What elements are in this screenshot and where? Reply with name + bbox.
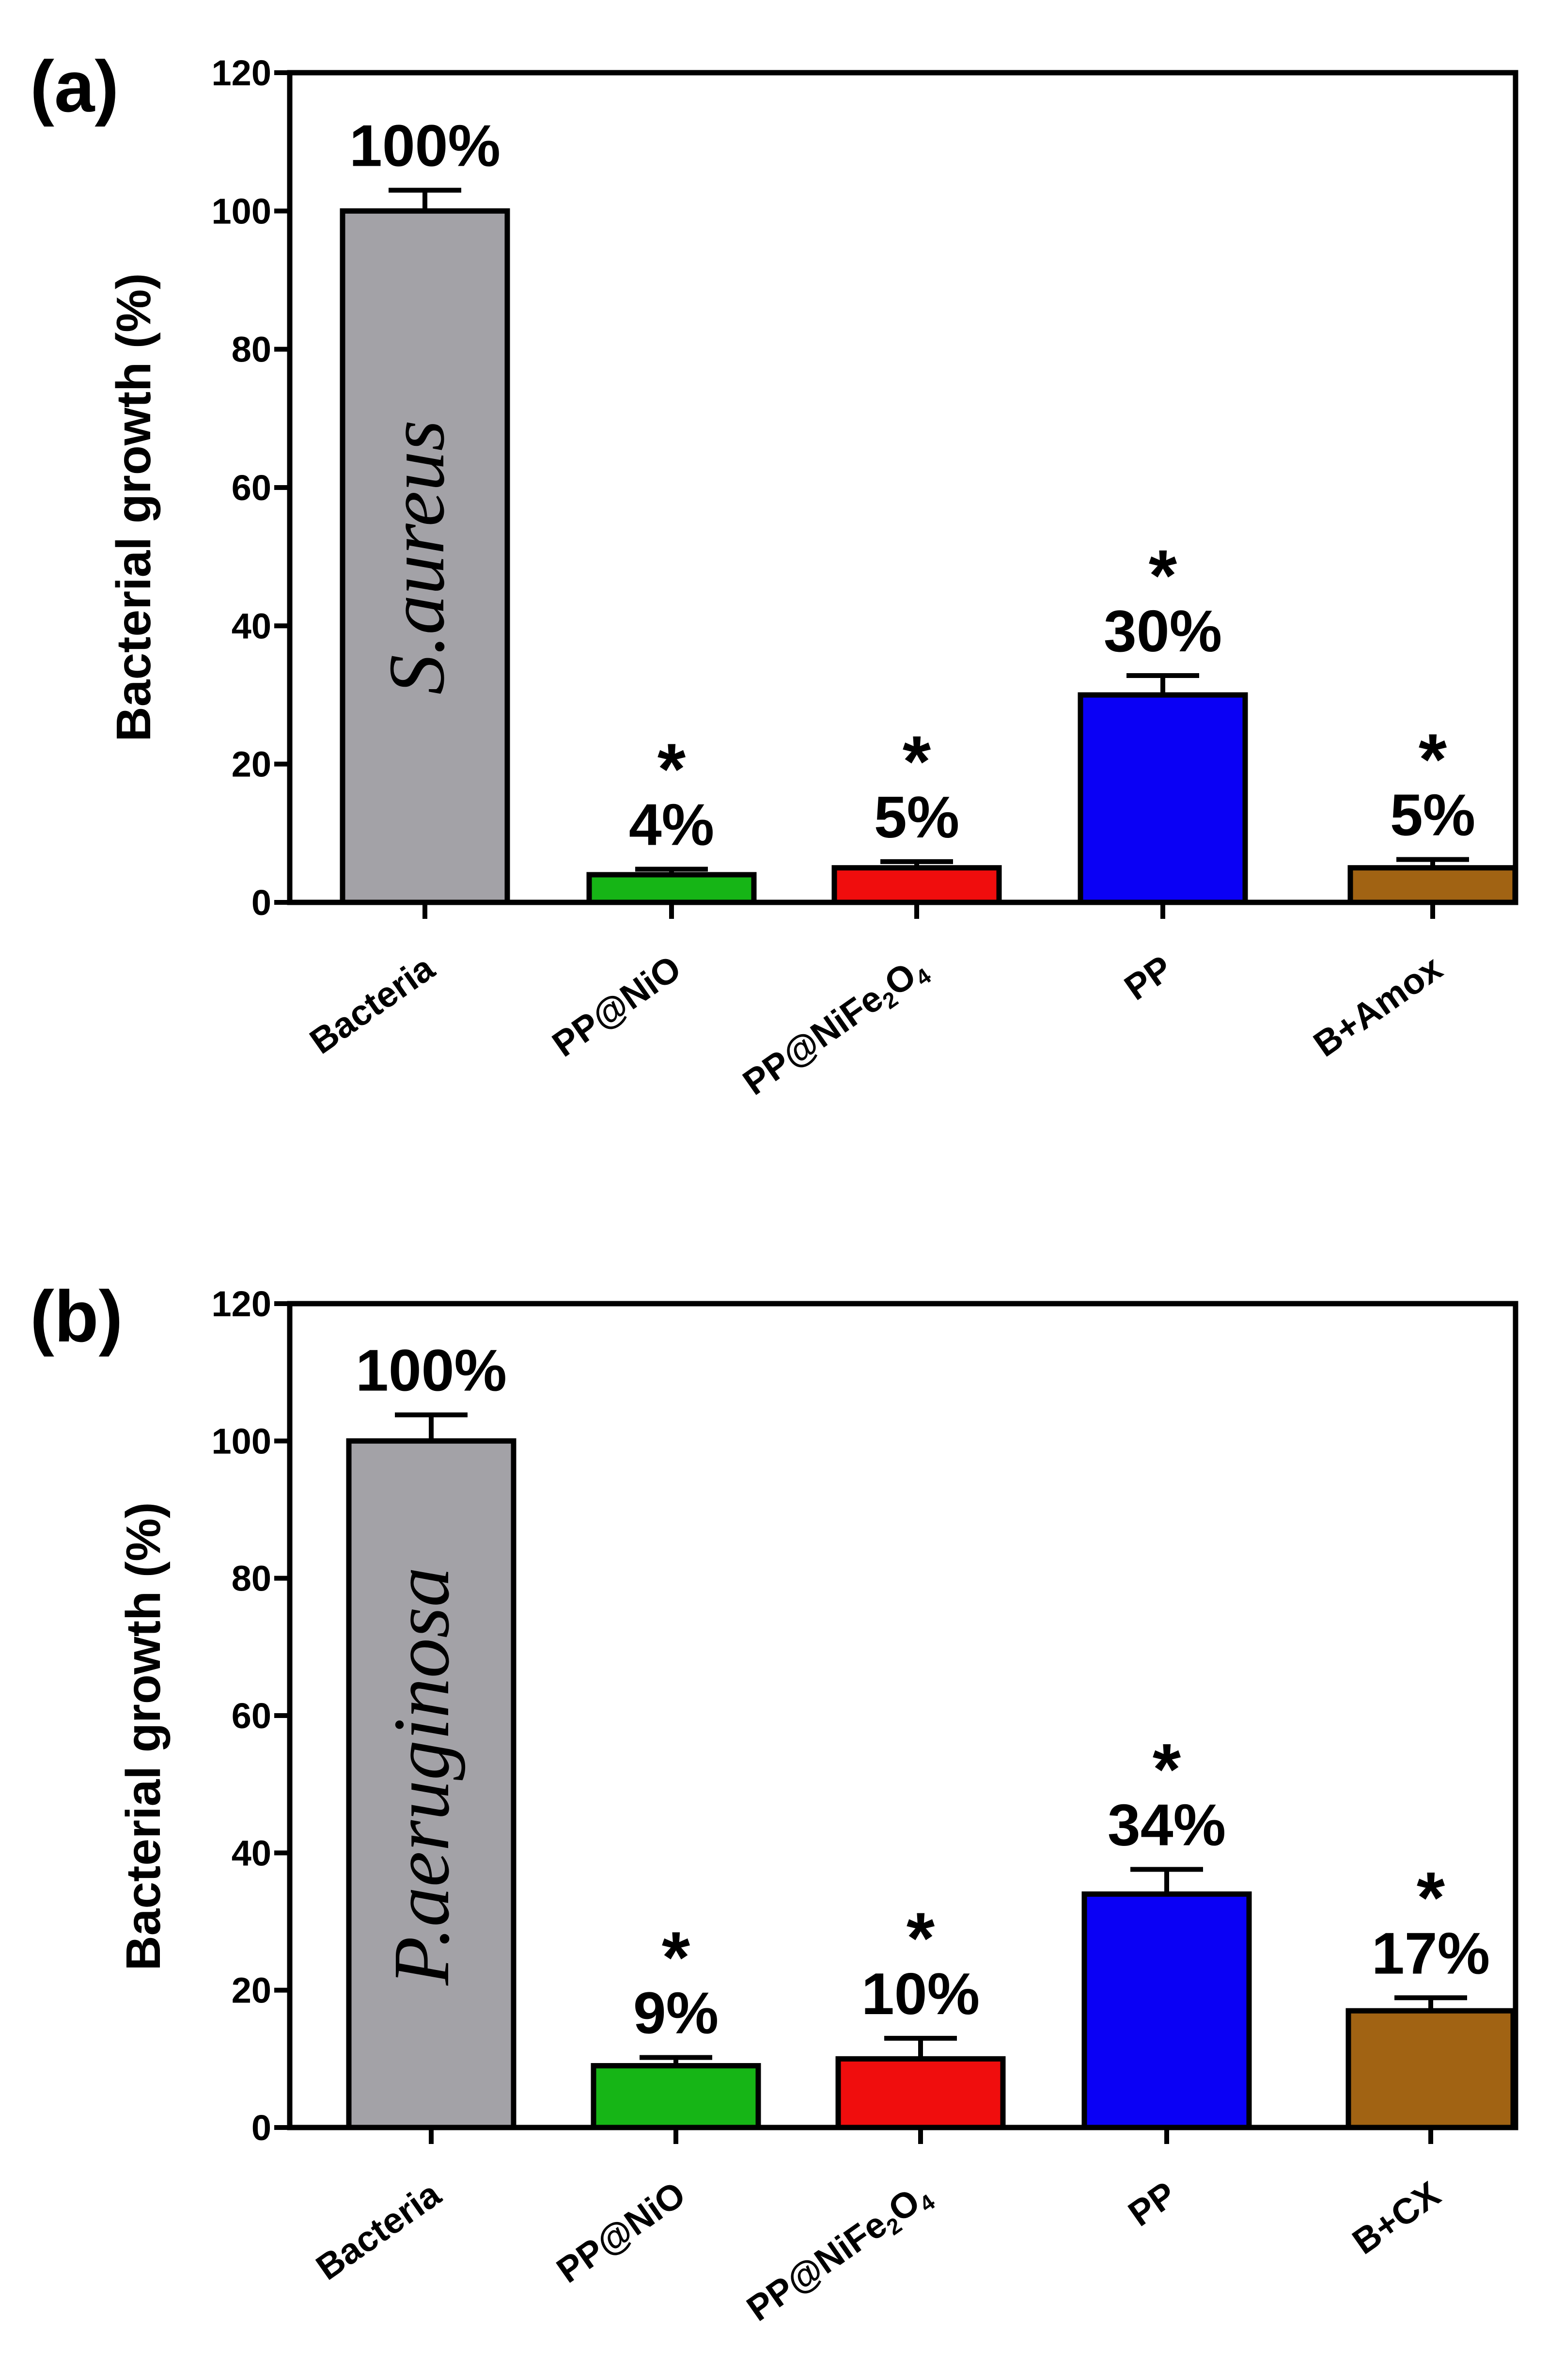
value-label: 5%: [1390, 782, 1475, 848]
value-label: 100%: [356, 1338, 507, 1403]
category-label: PP@NiFe2O4: [735, 947, 936, 1106]
y-tick-label: 100: [212, 191, 271, 231]
value-label: 30%: [1104, 598, 1222, 664]
plot-frame: [287, 1301, 1518, 2130]
bar-PP: [1081, 1891, 1252, 2130]
category-label: PP@NiO: [549, 2174, 692, 2290]
y-tick-label: 60: [232, 468, 271, 508]
category-label: PP: [1117, 947, 1179, 1008]
bar-PP@NiO: [586, 872, 757, 905]
bar-PP: [1078, 692, 1248, 905]
bar-PP@NiFe2O4: [835, 2056, 1006, 2130]
panel-b: (b) Bacterial growth (%) 0 20 40 60 80 100 120…: [30, 1276, 1518, 2332]
panel-a: (a) Bacterial growth (%) 0 20 40 60 80 100 120…: [30, 46, 1518, 1106]
significance-star: *: [657, 728, 686, 810]
bar-series: [346, 1438, 1516, 2130]
significance-star: *: [1417, 1857, 1445, 1938]
category-label: B+CX: [1345, 2174, 1447, 2262]
category-label: Bacteria: [302, 947, 442, 1062]
y-tick-label: 120: [212, 1284, 271, 1324]
value-label: 4%: [629, 792, 714, 858]
y-tick-label: 40: [232, 1833, 271, 1873]
panel-label: (b): [30, 1276, 123, 1357]
significance-star: *: [1149, 535, 1177, 616]
significance-star: *: [1419, 719, 1447, 800]
y-tick-label: 40: [232, 606, 271, 646]
y-tick-label: 60: [232, 1696, 271, 1736]
value-label: 10%: [861, 1961, 980, 2027]
error-bars: [389, 188, 1469, 875]
y-axis-ticks: 0 20 40 60 80 100 120: [212, 53, 290, 923]
significance-star: *: [662, 1917, 690, 1998]
y-tick-label: 20: [232, 744, 271, 785]
bar-B+CX: [1345, 2008, 1516, 2130]
value-label: 9%: [633, 1980, 719, 2046]
y-tick-label: 100: [212, 1421, 271, 1461]
value-label: 100%: [349, 113, 500, 179]
value-label: 5%: [874, 784, 959, 850]
bar-PP@NiO: [591, 2063, 761, 2130]
y-axis-ticks: 0 20 40 60 80 100 120: [212, 1284, 290, 2148]
category-labels: Bacteria PP@NiO PP@NiFe2O4 PP B+Amox: [302, 902, 1449, 1106]
category-label: PP@NiO: [545, 947, 688, 1064]
y-axis-title: Bacterial growth (%): [107, 273, 161, 742]
value-label: 17%: [1372, 1920, 1490, 1986]
category-label: PP: [1121, 2174, 1183, 2234]
category-label: Bacteria: [309, 2174, 448, 2288]
error-bars: [395, 1412, 1467, 2066]
category-label: B+Amox: [1306, 947, 1449, 1064]
significance-star: *: [1153, 1728, 1181, 1810]
organism-label: P.aeruginosa: [377, 1567, 466, 1986]
category-label: PP@NiFe2O4: [739, 2174, 939, 2332]
organism-label: S.aureus: [372, 420, 461, 695]
y-tick-label: 0: [251, 2108, 271, 2148]
plot-frame: [287, 70, 1518, 905]
value-labels: 100%4%*5%*30%*5%*: [349, 113, 1475, 858]
y-tick-label: 80: [232, 330, 271, 370]
value-label: 34%: [1108, 1792, 1226, 1858]
bar-PP@NiFe2O4: [831, 865, 1002, 905]
bar-B+Amox: [1347, 865, 1518, 905]
category-labels: Bacteria PP@NiO PP@NiFe2O4 PP B+CX: [309, 2128, 1447, 2332]
y-tick-label: 0: [251, 883, 271, 923]
y-tick-label: 20: [232, 1970, 271, 2011]
significance-star: *: [907, 1897, 935, 1979]
y-axis-title: Bacterial growth (%): [116, 1502, 171, 1971]
y-tick-label: 80: [232, 1559, 271, 1599]
significance-star: *: [903, 721, 931, 802]
value-labels: 100%9%* 10%*34%*17%*: [356, 1338, 1490, 2046]
panel-label: (a): [30, 46, 119, 127]
y-tick-label: 120: [212, 53, 271, 93]
